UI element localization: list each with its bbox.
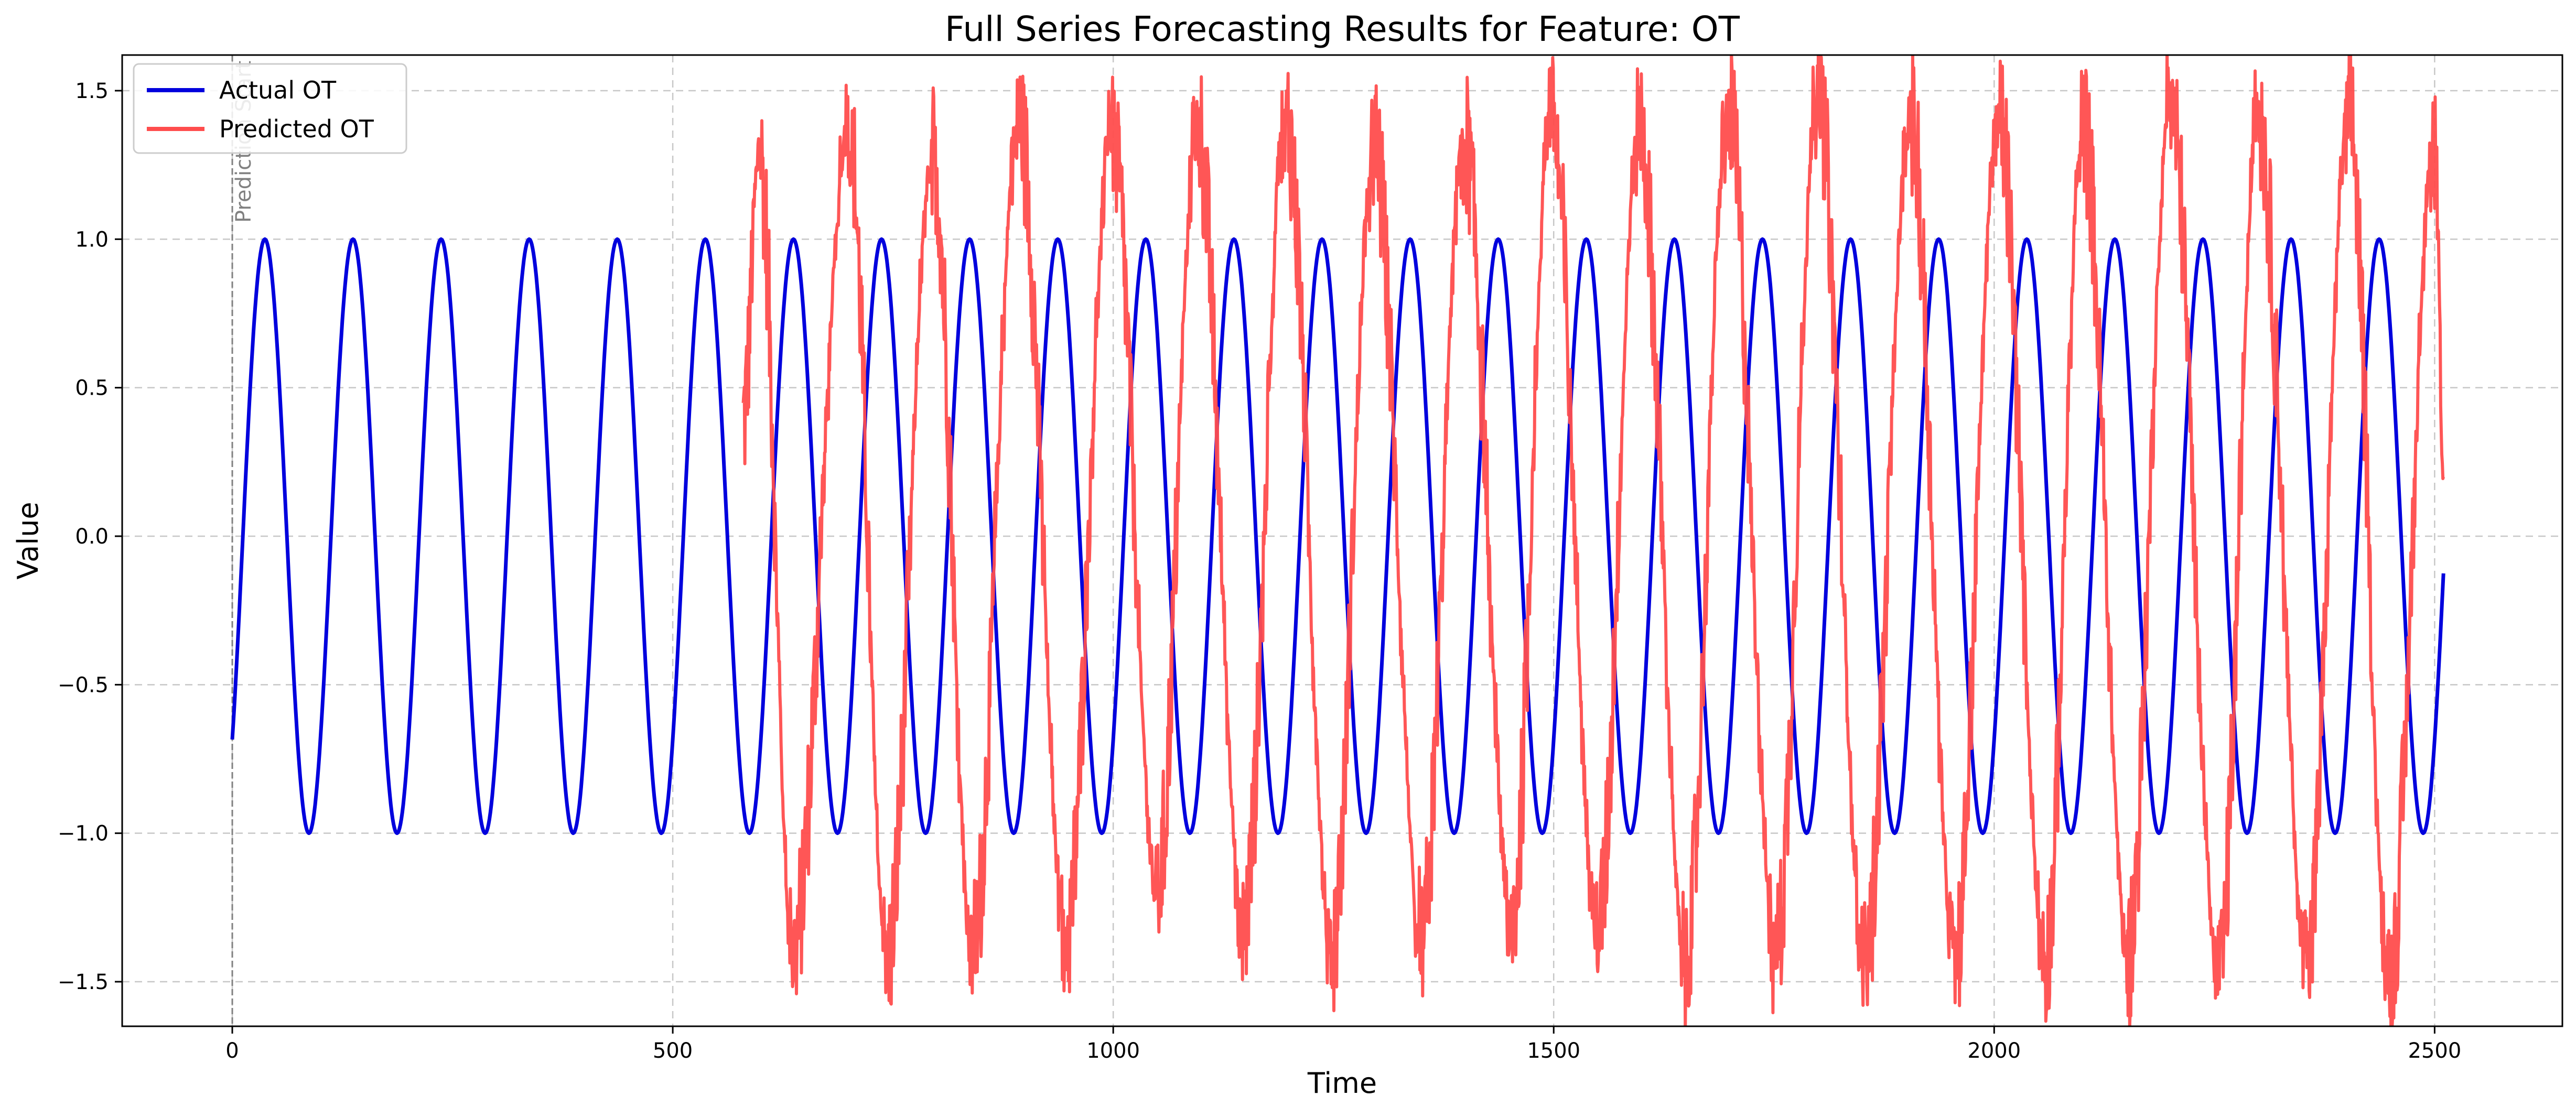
plot-area-frame (121, 54, 2563, 1027)
y-tick-label: 0.5 (75, 376, 109, 400)
chart-title: Full Series Forecasting Results for Feat… (945, 9, 1740, 49)
x-tick-label: 500 (653, 1039, 693, 1063)
y-tick-label: 1.5 (75, 79, 109, 103)
legend-entry-label: Actual OT (219, 76, 337, 104)
y-tick-label: −1.5 (58, 970, 109, 994)
x-axis-label: Time (1307, 1067, 1377, 1100)
y-axis-label: Value (12, 502, 45, 579)
legend-entry-label: Predicted OT (219, 115, 374, 143)
series-layer (230, 55, 2445, 1026)
x-tick-label: 1500 (1527, 1039, 1580, 1063)
x-tick-label: 1000 (1086, 1039, 1140, 1063)
y-tick-label: −0.5 (58, 673, 109, 697)
y-tick-label: 0.0 (75, 525, 109, 549)
x-tick-label: 0 (225, 1039, 239, 1063)
x-tick-label: 2000 (1967, 1039, 2021, 1063)
y-tick-label: 1.0 (75, 227, 109, 252)
legend: Actual OT Predicted OT (133, 63, 407, 154)
tick-layer: 0 500 1000 1500 2000 2500 −1.5 −1.0 −0.5 0.0 0.5 1.… (58, 79, 2461, 1063)
series-predicted-ot-line (741, 55, 2445, 1026)
series-actual-ot-line (230, 237, 2445, 835)
x-tick-label: 2500 (2408, 1039, 2461, 1063)
y-tick-label: −1.0 (58, 822, 109, 846)
